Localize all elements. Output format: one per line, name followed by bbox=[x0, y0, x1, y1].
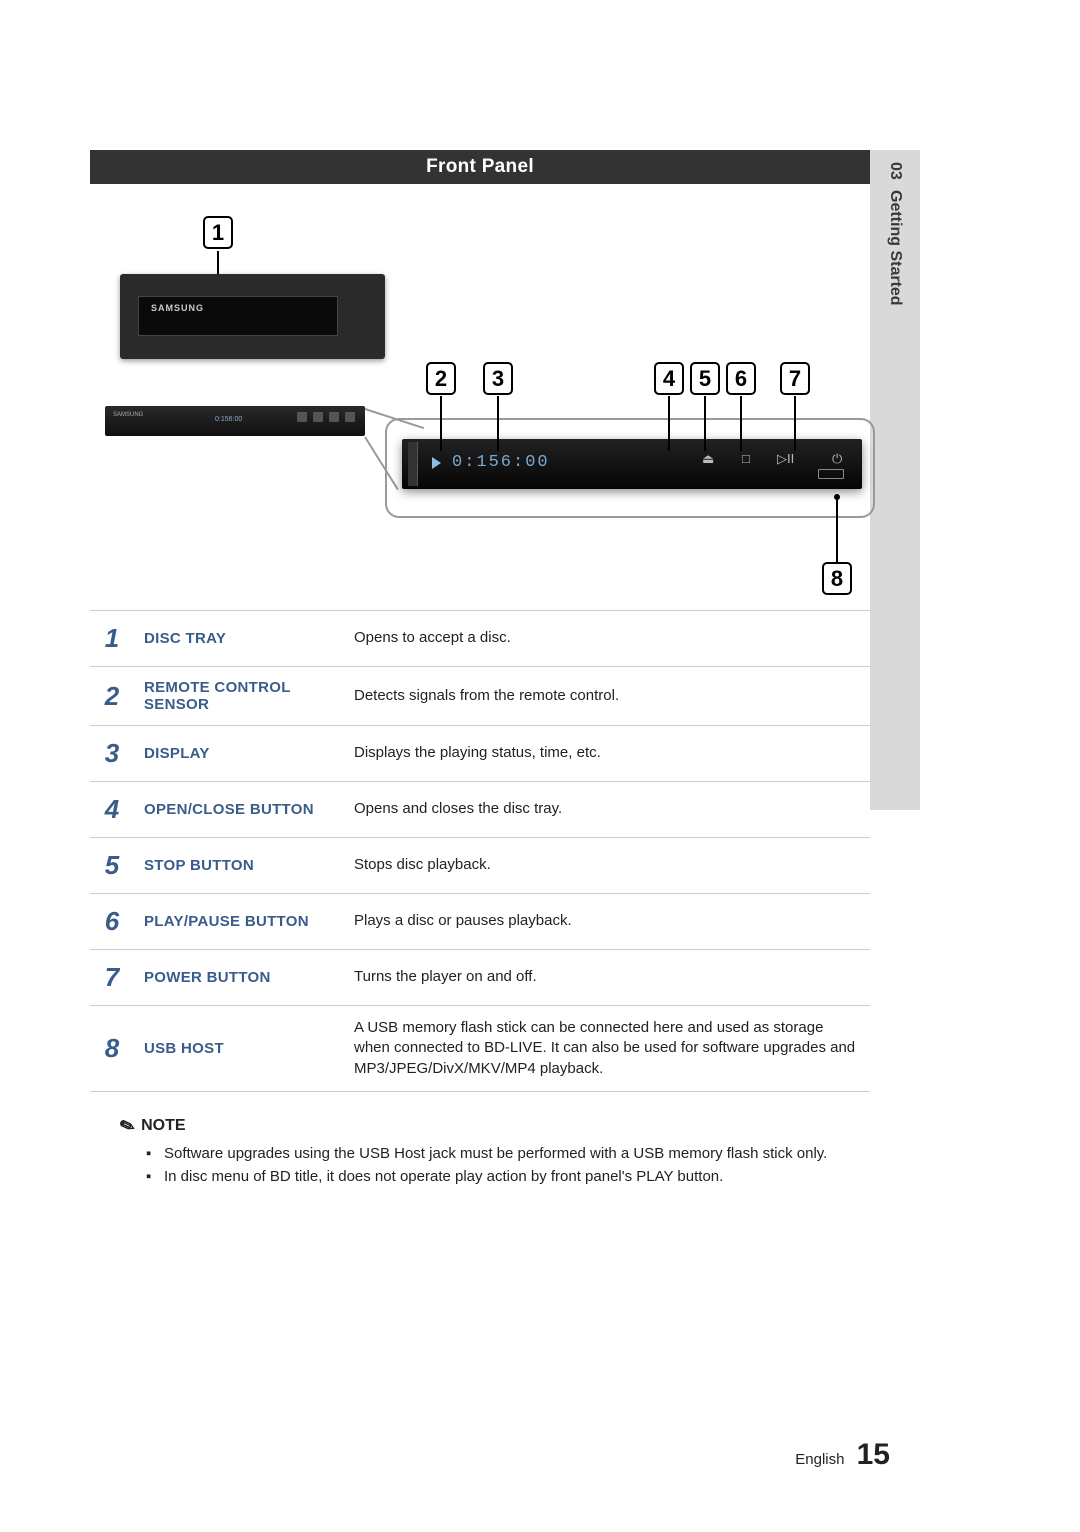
comp-desc: Displays the playing status, time, etc. bbox=[344, 726, 870, 782]
table-row: 5 STOP BUTTON Stops disc playback. bbox=[90, 838, 870, 894]
table-row: 4 OPEN/CLOSE BUTTON Opens and closes the… bbox=[90, 782, 870, 838]
device-upper-view: SAMSUNG bbox=[120, 274, 385, 359]
comp-num: 8 bbox=[90, 1006, 134, 1092]
disc-tray: SAMSUNG bbox=[138, 296, 338, 336]
page-title: Front Panel bbox=[90, 150, 870, 184]
play-pause-icon: ▷II bbox=[777, 451, 794, 467]
note-item: In disc menu of BD title, it does not op… bbox=[146, 1168, 870, 1185]
note-list: Software upgrades using the USB Host jac… bbox=[120, 1145, 870, 1185]
button-row-small bbox=[297, 412, 355, 422]
table-row: 6 PLAY/PAUSE BUTTON Plays a disc or paus… bbox=[90, 894, 870, 950]
callout-1: 1 bbox=[203, 216, 233, 249]
comp-name: STOP BUTTON bbox=[134, 838, 344, 894]
device-front-small: SAMSUNG 0:156:00 bbox=[105, 406, 365, 436]
table-row: 8 USB HOST A USB memory flash stick can … bbox=[90, 1006, 870, 1092]
display-small: 0:156:00 bbox=[215, 416, 242, 423]
footer-page-number: 15 bbox=[857, 1438, 890, 1471]
components-table: 1 DISC TRAY Opens to accept a disc. 2 RE… bbox=[90, 610, 870, 1092]
comp-num: 2 bbox=[90, 667, 134, 726]
btn-dot bbox=[297, 412, 307, 422]
comp-name: REMOTE CONTROL SENSOR bbox=[134, 667, 344, 726]
callout-8: 8 bbox=[822, 562, 852, 595]
comp-num: 5 bbox=[90, 838, 134, 894]
callout-6-line bbox=[740, 396, 742, 451]
section-tab-label: 03 Getting Started bbox=[886, 162, 904, 306]
comp-desc: Detects signals from the remote control. bbox=[344, 667, 870, 726]
comp-name: DISC TRAY bbox=[134, 611, 344, 667]
comp-name: DISPLAY bbox=[134, 726, 344, 782]
section-number: 03 bbox=[887, 162, 904, 180]
callout-7-line bbox=[794, 396, 796, 451]
comp-num: 6 bbox=[90, 894, 134, 950]
power-icon: ⏻ bbox=[832, 451, 842, 467]
usb-port-icon bbox=[818, 469, 844, 479]
comp-desc: Opens to accept a disc. bbox=[344, 611, 870, 667]
btn-dot bbox=[345, 412, 355, 422]
note-item: Software upgrades using the USB Host jac… bbox=[146, 1145, 870, 1162]
callout-4: 4 bbox=[654, 362, 684, 395]
note-block: ✎ NOTE Software upgrades using the USB H… bbox=[90, 1116, 870, 1185]
play-indicator-icon bbox=[432, 457, 441, 469]
comp-desc: Plays a disc or pauses playback. bbox=[344, 894, 870, 950]
comp-desc: Stops disc playback. bbox=[344, 838, 870, 894]
callout-2: 2 bbox=[426, 362, 456, 395]
table-row: 7 POWER BUTTON Turns the player on and o… bbox=[90, 950, 870, 1006]
section-tab: 03 Getting Started bbox=[870, 150, 920, 810]
callout-7: 7 bbox=[780, 362, 810, 395]
comp-num: 3 bbox=[90, 726, 134, 782]
comp-num: 7 bbox=[90, 950, 134, 1006]
callout-3-line bbox=[497, 396, 499, 451]
table-row: 1 DISC TRAY Opens to accept a disc. bbox=[90, 611, 870, 667]
btn-dot bbox=[313, 412, 323, 422]
comp-desc: Turns the player on and off. bbox=[344, 950, 870, 1006]
components-tbody: 1 DISC TRAY Opens to accept a disc. 2 RE… bbox=[90, 611, 870, 1092]
note-label: NOTE bbox=[141, 1117, 185, 1135]
callout-6: 6 bbox=[726, 362, 756, 395]
stop-icon: □ bbox=[742, 451, 750, 466]
callout-3: 3 bbox=[483, 362, 513, 395]
note-icon: ✎ bbox=[117, 1114, 138, 1139]
panel-edge bbox=[408, 442, 418, 486]
section-title: Getting Started bbox=[887, 190, 904, 306]
comp-name: OPEN/CLOSE BUTTON bbox=[134, 782, 344, 838]
callout-5-line bbox=[704, 396, 706, 451]
callout-2-line bbox=[440, 396, 442, 451]
footer-language: English bbox=[795, 1451, 844, 1468]
callout-5: 5 bbox=[690, 362, 720, 395]
brand-small: SAMSUNG bbox=[113, 412, 143, 418]
table-row: 2 REMOTE CONTROL SENSOR Detects signals … bbox=[90, 667, 870, 726]
btn-dot bbox=[329, 412, 339, 422]
device-front-zoomed: 0:156:00 ⏏ □ ▷II ⏻ bbox=[402, 439, 862, 489]
callout-8-line bbox=[836, 500, 838, 570]
page-content: Front Panel 1 SAMSUNG SAMSUNG 0:156:00 bbox=[90, 150, 870, 1191]
comp-num: 1 bbox=[90, 611, 134, 667]
comp-num: 4 bbox=[90, 782, 134, 838]
brand-label: SAMSUNG bbox=[151, 303, 204, 313]
comp-desc: A USB memory flash stick can be connecte… bbox=[344, 1006, 870, 1092]
note-heading: ✎ NOTE bbox=[120, 1116, 870, 1137]
comp-desc: Opens and closes the disc tray. bbox=[344, 782, 870, 838]
callout-4-line bbox=[668, 396, 670, 451]
comp-name: PLAY/PAUSE BUTTON bbox=[134, 894, 344, 950]
front-panel-diagram: 1 SAMSUNG SAMSUNG 0:156:00 bbox=[90, 184, 870, 604]
table-row: 3 DISPLAY Displays the playing status, t… bbox=[90, 726, 870, 782]
open-close-icon: ⏏ bbox=[702, 451, 714, 467]
comp-name: POWER BUTTON bbox=[134, 950, 344, 1006]
page-footer: English 15 bbox=[795, 1438, 890, 1472]
comp-name: USB HOST bbox=[134, 1006, 344, 1092]
display-text: 0:156:00 bbox=[452, 453, 550, 472]
